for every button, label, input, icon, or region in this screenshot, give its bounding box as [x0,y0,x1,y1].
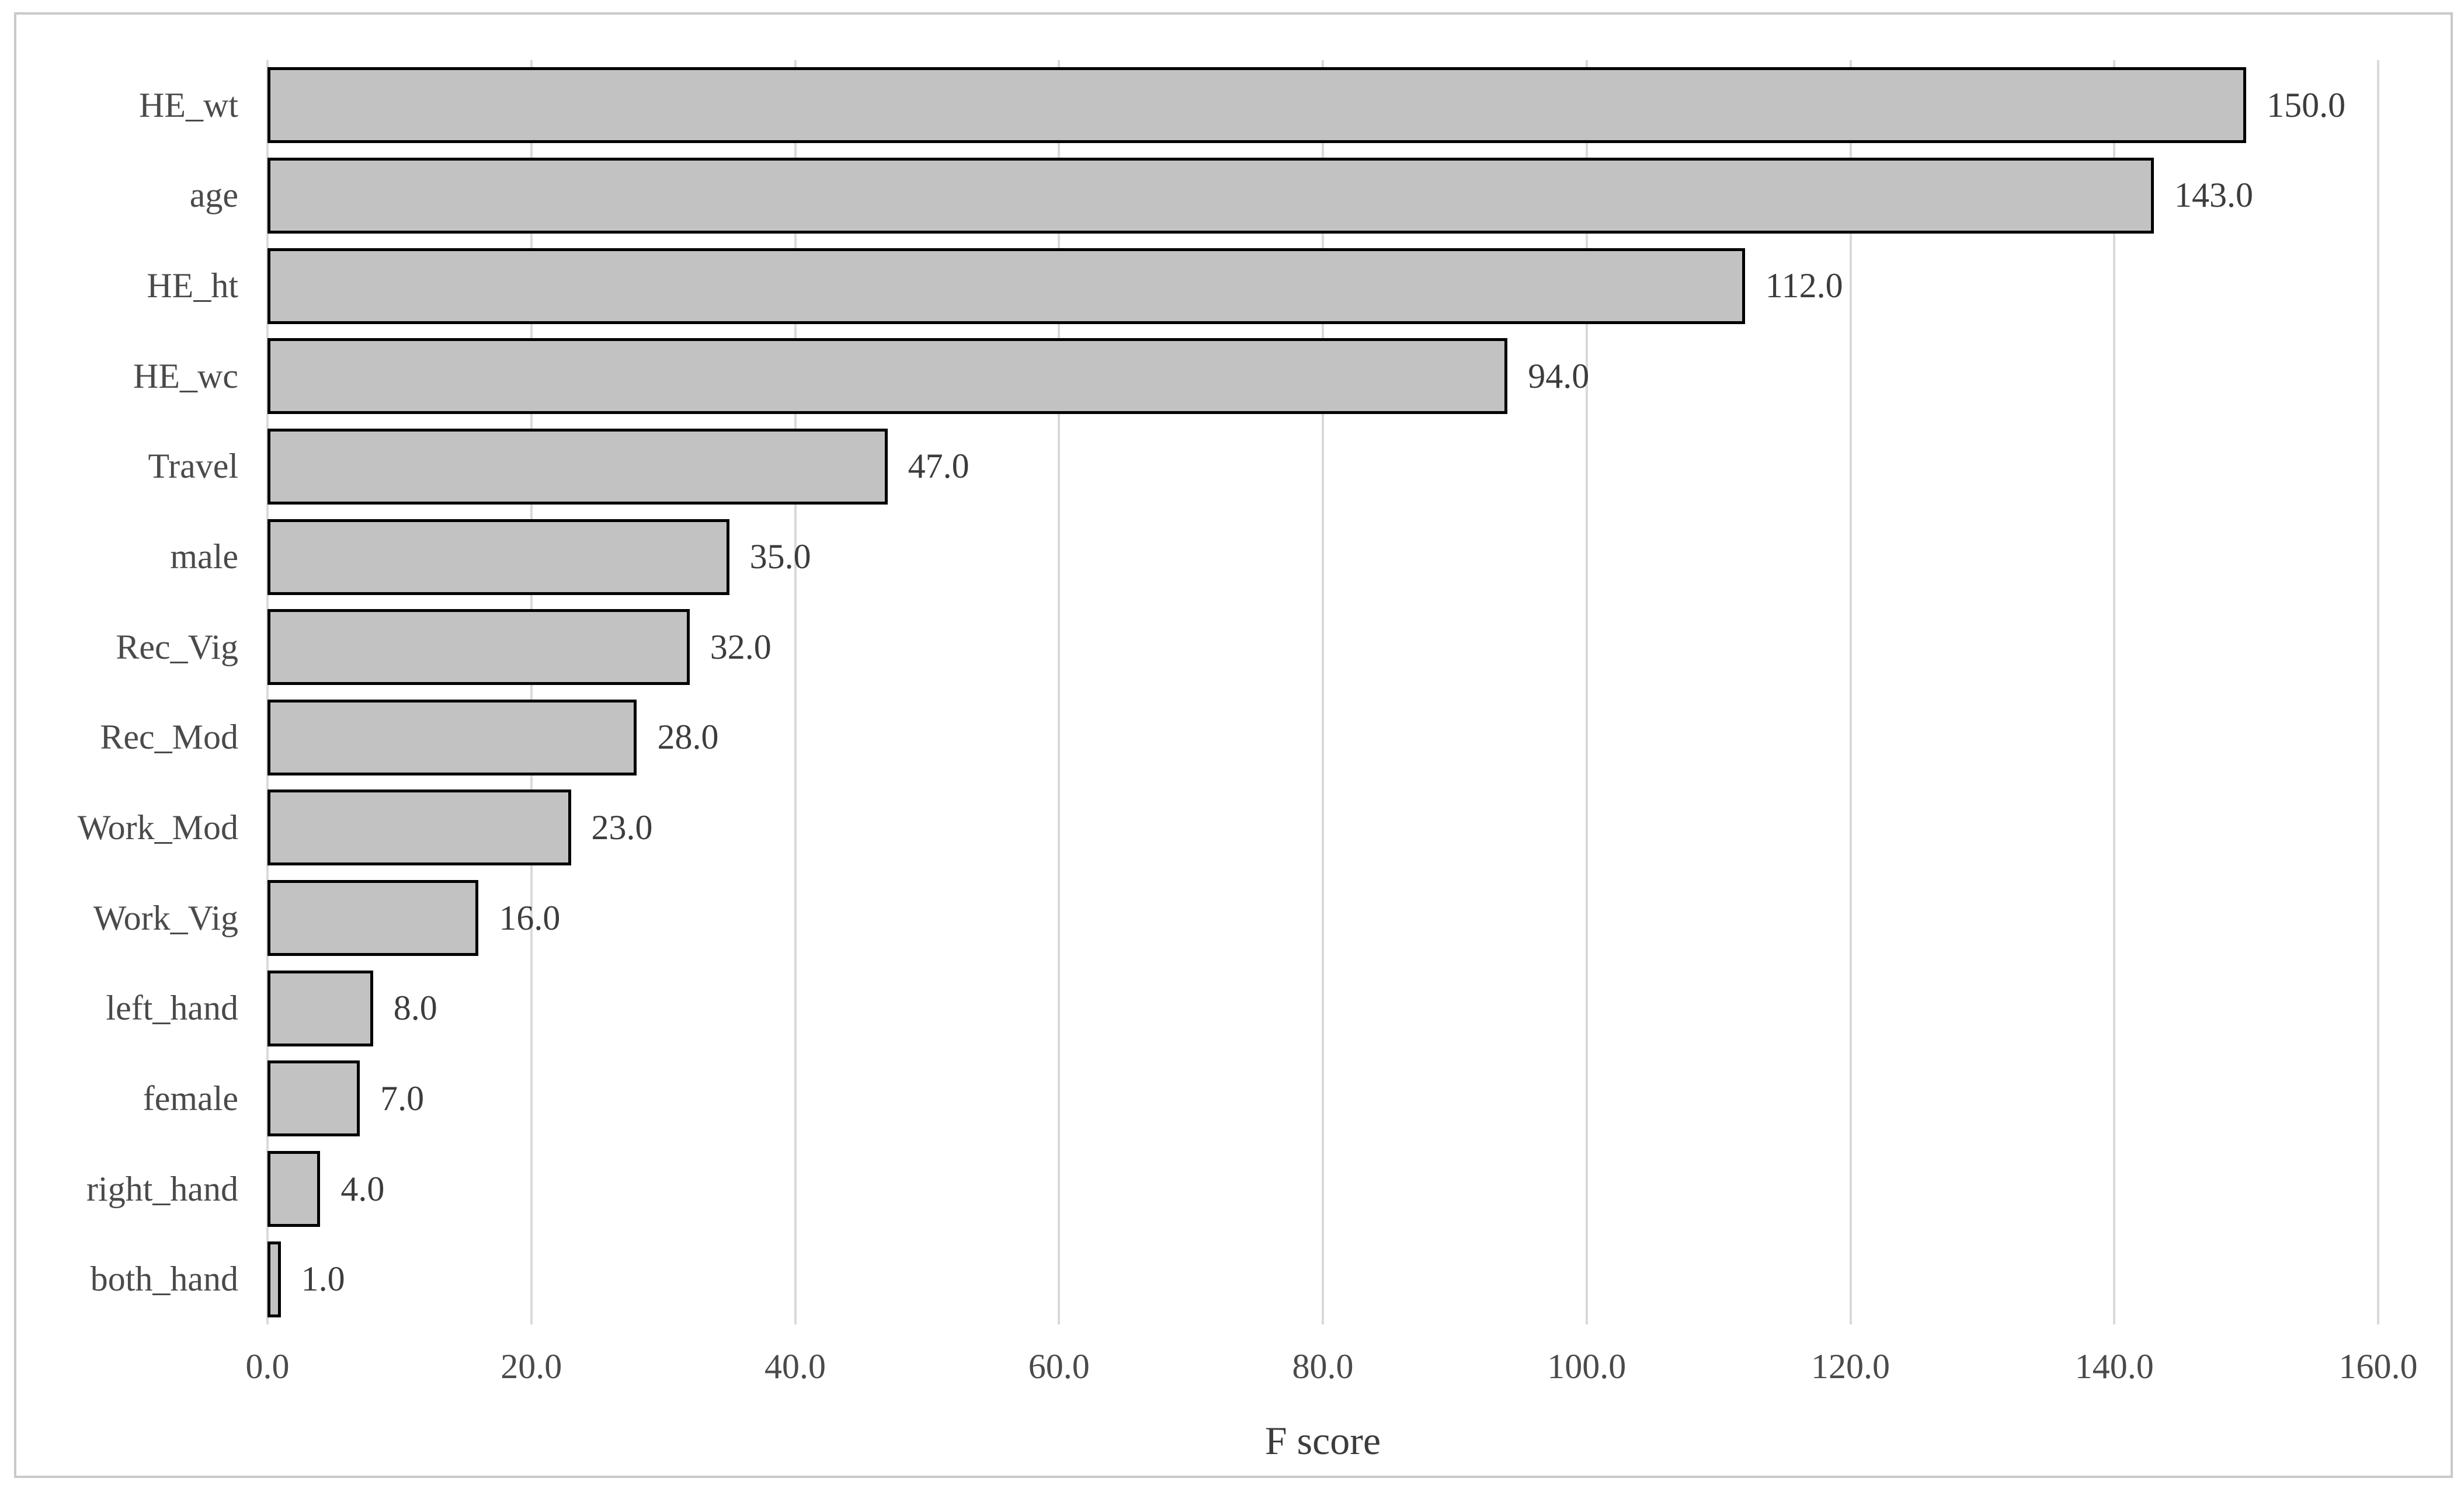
chart-row: HE_ht 112.0 [0,241,2464,331]
bar [267,338,1508,415]
gridline [794,60,797,1324]
plot-area [266,60,2379,1324]
chart-row: male 35.0 [0,512,2464,602]
category-label: right_hand [86,1169,238,1208]
bar [267,157,2154,234]
value-label: 4.0 [340,1169,385,1208]
bar [267,699,637,775]
category-label: Work_Vig [93,898,238,937]
category-label: male [170,537,238,576]
chart-row: HE_wt 150.0 [0,60,2464,151]
chart-row: left_hand 8.0 [0,963,2464,1053]
x-tick-label: 60.0 [1028,1347,1090,1386]
value-label: 35.0 [749,537,811,576]
gridline [1849,60,1852,1324]
value-label: 47.0 [908,447,969,486]
category-label: left_hand [106,989,238,1028]
figure-border [14,12,2453,1478]
x-tick-label: 0.0 [245,1347,290,1386]
x-tick-label: 100.0 [1547,1347,1627,1386]
bar [267,790,571,866]
value-label: 1.0 [301,1260,345,1299]
category-label: HE_wt [139,85,238,124]
bar [267,1241,281,1317]
category-label: HE_ht [147,266,238,305]
bar [267,609,690,686]
x-tick-label: 120.0 [1811,1347,1890,1386]
category-label: both_hand [90,1260,238,1299]
gridline [2377,60,2379,1324]
x-tick-label: 160.0 [2338,1347,2418,1386]
value-label: 8.0 [393,989,437,1028]
chart-row: right_hand 4.0 [0,1144,2464,1234]
chart-row: Rec_Mod 28.0 [0,693,2464,783]
x-axis-title: F score [1264,1418,1381,1463]
gridline [266,60,269,1324]
bar [267,519,729,595]
bar [267,1060,360,1137]
x-tick-label: 140.0 [2074,1347,2154,1386]
gridline [1322,60,1324,1324]
x-tick-label: 40.0 [764,1347,826,1386]
gridline [1058,60,1061,1324]
category-label: Rec_Vig [116,627,238,666]
category-label: Travel [148,447,238,486]
chart-row: age 143.0 [0,151,2464,241]
category-label: Rec_Mod [100,718,238,757]
value-label: 112.0 [1765,266,1843,305]
category-label: female [143,1079,238,1118]
chart-row: both_hand 1.0 [0,1234,2464,1324]
bar [267,1151,321,1227]
chart-row: Work_Vig 16.0 [0,873,2464,964]
value-label: 16.0 [499,898,561,937]
gridline [530,60,533,1324]
value-label: 150.0 [2267,85,2346,124]
chart-row: female 7.0 [0,1053,2464,1144]
gridline [2113,60,2116,1324]
bar [267,880,479,957]
chart-row: Work_Mod 23.0 [0,782,2464,873]
chart-row: Rec_Vig 32.0 [0,602,2464,693]
value-label: 94.0 [1528,356,1590,395]
bar [267,428,888,505]
chart-row: HE_wc 94.0 [0,331,2464,422]
chart-row: Travel 47.0 [0,422,2464,512]
gridline [1585,60,1588,1324]
x-tick-label: 20.0 [501,1347,562,1386]
value-label: 143.0 [2174,176,2253,215]
bar [267,67,2247,144]
bar [267,248,1745,324]
value-label: 28.0 [657,718,719,757]
value-label: 32.0 [710,627,771,666]
x-tick-label: 80.0 [1292,1347,1354,1386]
category-label: HE_wc [133,356,238,395]
value-label: 23.0 [591,808,653,847]
category-label: age [189,176,238,215]
value-label: 7.0 [380,1079,425,1118]
bar [267,970,373,1046]
category-label: Work_Mod [77,808,238,847]
